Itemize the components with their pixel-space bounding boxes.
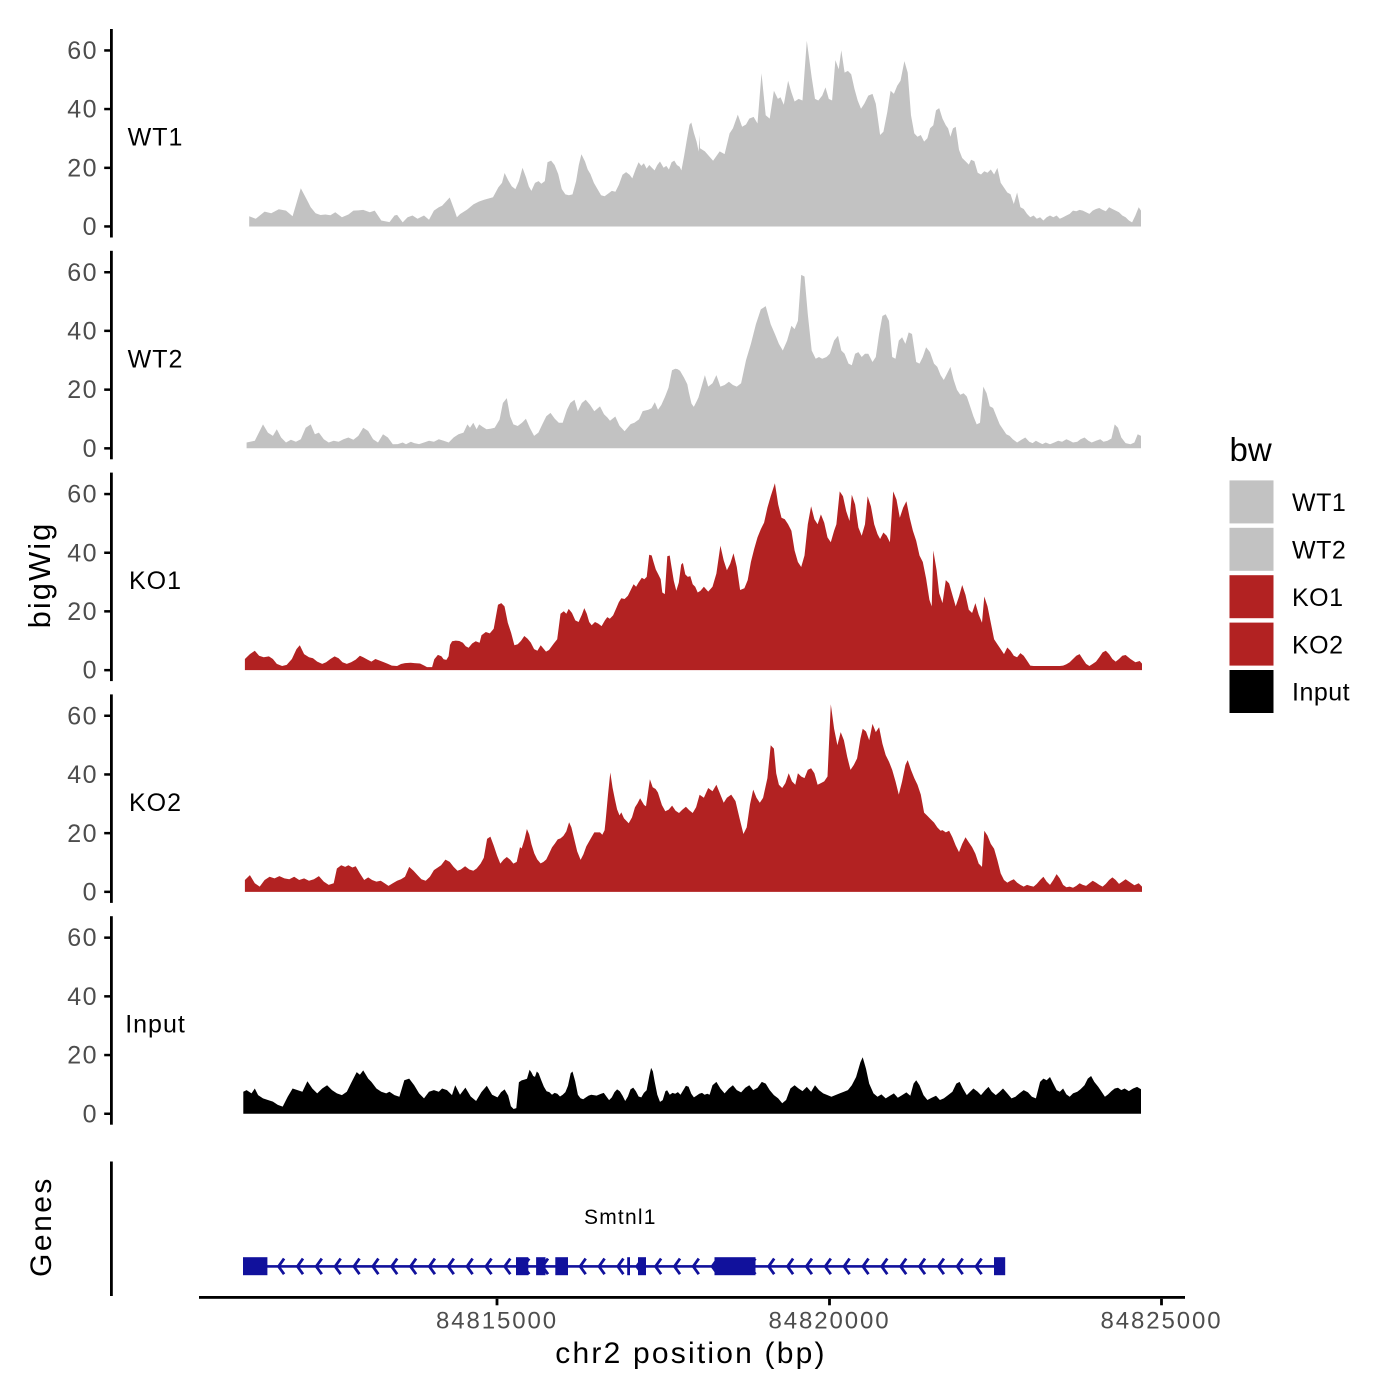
svg-text:0: 0 xyxy=(83,213,98,241)
svg-text:60: 60 xyxy=(67,37,98,65)
svg-text:bw: bw xyxy=(1230,431,1272,468)
svg-text:WT1: WT1 xyxy=(1292,489,1346,517)
svg-text:KO1: KO1 xyxy=(1292,584,1344,612)
svg-text:40: 40 xyxy=(67,539,98,567)
svg-text:KO1: KO1 xyxy=(129,567,182,595)
svg-text:60: 60 xyxy=(67,702,98,730)
svg-text:40: 40 xyxy=(67,318,98,346)
svg-text:84815000: 84815000 xyxy=(436,1308,558,1335)
svg-text:60: 60 xyxy=(67,259,98,287)
svg-text:84825000: 84825000 xyxy=(1101,1308,1223,1335)
svg-text:0: 0 xyxy=(83,435,98,463)
svg-text:Smtnl1: Smtnl1 xyxy=(584,1206,657,1229)
svg-text:20: 20 xyxy=(67,154,98,182)
svg-text:60: 60 xyxy=(67,924,98,952)
svg-text:0: 0 xyxy=(83,879,98,907)
svg-text:bigWig: bigWig xyxy=(22,522,57,629)
svg-text:WT2: WT2 xyxy=(128,345,184,373)
svg-text:Input: Input xyxy=(1292,679,1350,707)
svg-text:20: 20 xyxy=(67,820,98,848)
svg-text:40: 40 xyxy=(67,761,98,789)
svg-text:0: 0 xyxy=(83,657,98,685)
svg-text:20: 20 xyxy=(67,1042,98,1070)
svg-text:20: 20 xyxy=(67,598,98,626)
svg-text:WT1: WT1 xyxy=(128,124,184,152)
svg-text:KO2: KO2 xyxy=(1292,631,1344,659)
svg-text:chr2 position (bp): chr2 position (bp) xyxy=(555,1337,826,1370)
svg-text:20: 20 xyxy=(67,376,98,404)
svg-text:84820000: 84820000 xyxy=(769,1308,891,1335)
svg-text:60: 60 xyxy=(67,481,98,509)
svg-text:KO2: KO2 xyxy=(129,789,182,817)
svg-text:Input: Input xyxy=(125,1011,186,1039)
svg-text:WT2: WT2 xyxy=(1292,537,1346,565)
svg-text:Genes: Genes xyxy=(25,1176,58,1277)
svg-text:40: 40 xyxy=(67,983,98,1011)
svg-text:0: 0 xyxy=(83,1100,98,1128)
svg-text:40: 40 xyxy=(67,96,98,124)
